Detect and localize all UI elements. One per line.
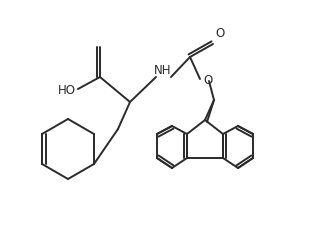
Text: O: O	[203, 73, 212, 86]
Text: HO: HO	[58, 83, 76, 96]
Text: NH: NH	[154, 64, 172, 77]
Text: O: O	[215, 27, 224, 40]
